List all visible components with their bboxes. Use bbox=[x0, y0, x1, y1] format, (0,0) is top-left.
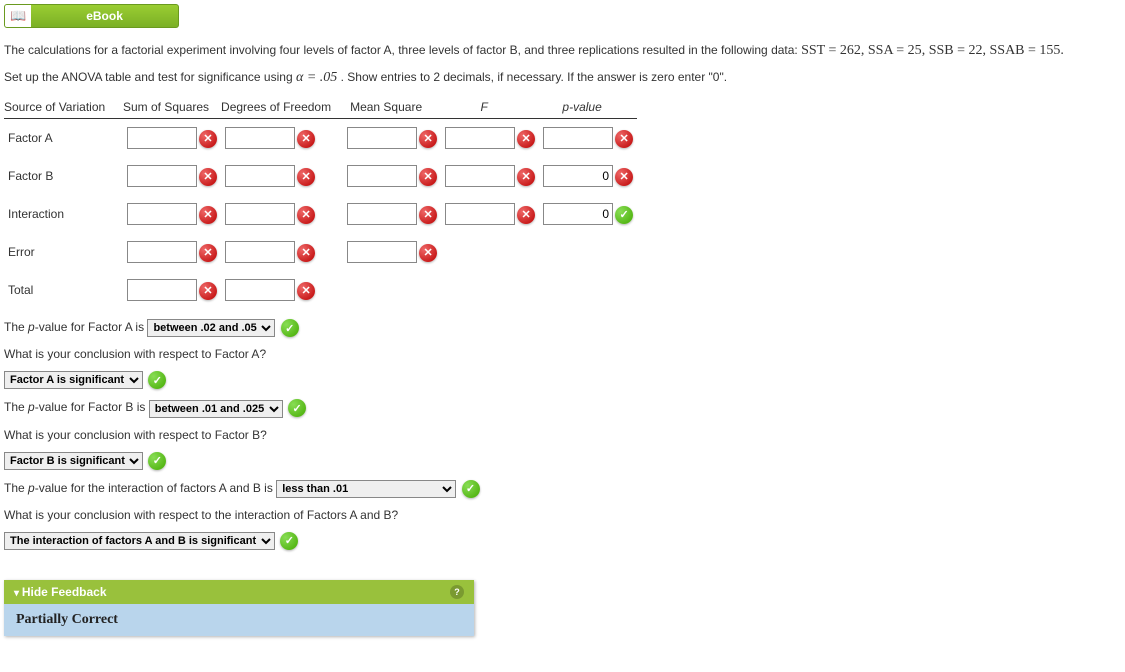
x-icon: ✕ bbox=[297, 130, 315, 148]
conclusion-a-prompt: What is your conclusion with respect to … bbox=[4, 347, 1121, 361]
pvalue-a-line: The p-value for Factor A is between .02 … bbox=[4, 319, 1121, 337]
col-sov: Source of Variation bbox=[4, 96, 123, 119]
check-icon: ✓ bbox=[615, 206, 633, 224]
x-icon: ✕ bbox=[199, 282, 217, 300]
x-icon: ✕ bbox=[199, 130, 217, 148]
x-icon: ✕ bbox=[297, 206, 315, 224]
x-icon: ✕ bbox=[199, 244, 217, 262]
anova-input[interactable] bbox=[445, 165, 515, 187]
anova-input[interactable] bbox=[127, 127, 197, 149]
pvalue-a-select[interactable]: between .02 and .05 bbox=[147, 319, 275, 337]
anova-input[interactable] bbox=[543, 127, 613, 149]
problem-line-2: Set up the ANOVA table and test for sign… bbox=[4, 67, 1121, 88]
x-icon: ✕ bbox=[419, 168, 437, 186]
anova-input[interactable] bbox=[127, 241, 197, 263]
alpha-value: α = .05 bbox=[296, 70, 337, 85]
x-icon: ✕ bbox=[297, 244, 315, 262]
anova-input[interactable] bbox=[347, 241, 417, 263]
anova-input[interactable] bbox=[445, 203, 515, 225]
ebook-label: eBook bbox=[31, 5, 178, 27]
x-icon: ✕ bbox=[297, 168, 315, 186]
ssa-value: SSA = 25 bbox=[868, 43, 922, 58]
feedback-panel: Hide Feedback ? Partially Correct bbox=[4, 580, 474, 636]
pvalue-b-line: The p-value for Factor B is between .01 … bbox=[4, 399, 1121, 417]
check-icon: ✓ bbox=[281, 319, 299, 337]
conclusion-ab-select[interactable]: The interaction of factors A and B is si… bbox=[4, 532, 275, 550]
x-icon: ✕ bbox=[517, 130, 535, 148]
conclusion-b-prompt: What is your conclusion with respect to … bbox=[4, 428, 1121, 442]
book-icon: 📖 bbox=[5, 5, 31, 27]
sst-value: SST = 262 bbox=[801, 43, 861, 58]
problem-text-1a: The calculations for a factorial experim… bbox=[4, 43, 801, 57]
row-label: Error bbox=[4, 233, 123, 271]
ssb-value: SSB = 22 bbox=[929, 43, 983, 58]
x-icon: ✕ bbox=[517, 168, 535, 186]
table-row: Interaction ✕ ✕ ✕ ✕ ✓ bbox=[4, 195, 637, 233]
x-icon: ✕ bbox=[517, 206, 535, 224]
problem-line-1: The calculations for a factorial experim… bbox=[4, 40, 1121, 61]
problem-text-2b: . Show entries to 2 decimals, if necessa… bbox=[341, 70, 727, 84]
anova-input[interactable] bbox=[225, 127, 295, 149]
anova-input[interactable] bbox=[543, 165, 613, 187]
conclusion-a-select[interactable]: Factor A is significant bbox=[4, 371, 143, 389]
table-row: Total ✕ ✕ bbox=[4, 271, 637, 309]
pvalue-ab-line: The p-value for the interaction of facto… bbox=[4, 480, 1121, 498]
x-icon: ✕ bbox=[615, 130, 633, 148]
check-icon: ✓ bbox=[148, 371, 166, 389]
feedback-title: Hide Feedback bbox=[14, 585, 107, 599]
row-label: Factor A bbox=[4, 119, 123, 158]
anova-input[interactable] bbox=[347, 203, 417, 225]
anova-input[interactable] bbox=[225, 279, 295, 301]
problem-text-2a: Set up the ANOVA table and test for sign… bbox=[4, 70, 296, 84]
conclusion-ab-prompt: What is your conclusion with respect to … bbox=[4, 508, 1121, 522]
anova-input[interactable] bbox=[225, 165, 295, 187]
x-icon: ✕ bbox=[297, 282, 315, 300]
table-row: Error ✕ ✕ ✕ bbox=[4, 233, 637, 271]
anova-table: Source of Variation Sum of Squares Degre… bbox=[4, 96, 637, 309]
col-f: F bbox=[441, 96, 539, 119]
x-icon: ✕ bbox=[199, 206, 217, 224]
feedback-header[interactable]: Hide Feedback ? bbox=[4, 580, 474, 604]
conclusion-b-select[interactable]: Factor B is significant bbox=[4, 452, 143, 470]
col-ms: Mean Square bbox=[343, 96, 441, 119]
pvalue-ab-select[interactable]: less than .01 bbox=[276, 480, 456, 498]
col-p: p-value bbox=[539, 96, 637, 119]
pvalue-b-select[interactable]: between .01 and .025 bbox=[149, 400, 283, 418]
col-ss: Sum of Squares bbox=[123, 96, 221, 119]
ssab-value: SSAB = 155 bbox=[990, 43, 1061, 58]
anova-input[interactable] bbox=[225, 203, 295, 225]
x-icon: ✕ bbox=[419, 206, 437, 224]
anova-input[interactable] bbox=[347, 127, 417, 149]
row-label: Total bbox=[4, 271, 123, 309]
check-icon: ✓ bbox=[288, 399, 306, 417]
anova-input[interactable] bbox=[225, 241, 295, 263]
x-icon: ✕ bbox=[615, 168, 633, 186]
anova-input[interactable] bbox=[543, 203, 613, 225]
feedback-body: Partially Correct bbox=[4, 604, 474, 636]
ebook-button[interactable]: 📖 eBook bbox=[4, 4, 179, 28]
x-icon: ✕ bbox=[199, 168, 217, 186]
anova-input[interactable] bbox=[445, 127, 515, 149]
row-label: Interaction bbox=[4, 195, 123, 233]
anova-input[interactable] bbox=[127, 165, 197, 187]
check-icon: ✓ bbox=[280, 532, 298, 550]
x-icon: ✕ bbox=[419, 244, 437, 262]
col-df: Degrees of Freedom bbox=[221, 96, 343, 119]
table-row: Factor A ✕ ✕ ✕ ✕ ✕ bbox=[4, 119, 637, 158]
check-icon: ✓ bbox=[148, 452, 166, 470]
anova-input[interactable] bbox=[127, 279, 197, 301]
check-icon: ✓ bbox=[462, 480, 480, 498]
x-icon: ✕ bbox=[419, 130, 437, 148]
row-label: Factor B bbox=[4, 157, 123, 195]
feedback-info-icon: ? bbox=[450, 585, 464, 599]
anova-input[interactable] bbox=[127, 203, 197, 225]
anova-input[interactable] bbox=[347, 165, 417, 187]
table-row: Factor B ✕ ✕ ✕ ✕ ✕ bbox=[4, 157, 637, 195]
